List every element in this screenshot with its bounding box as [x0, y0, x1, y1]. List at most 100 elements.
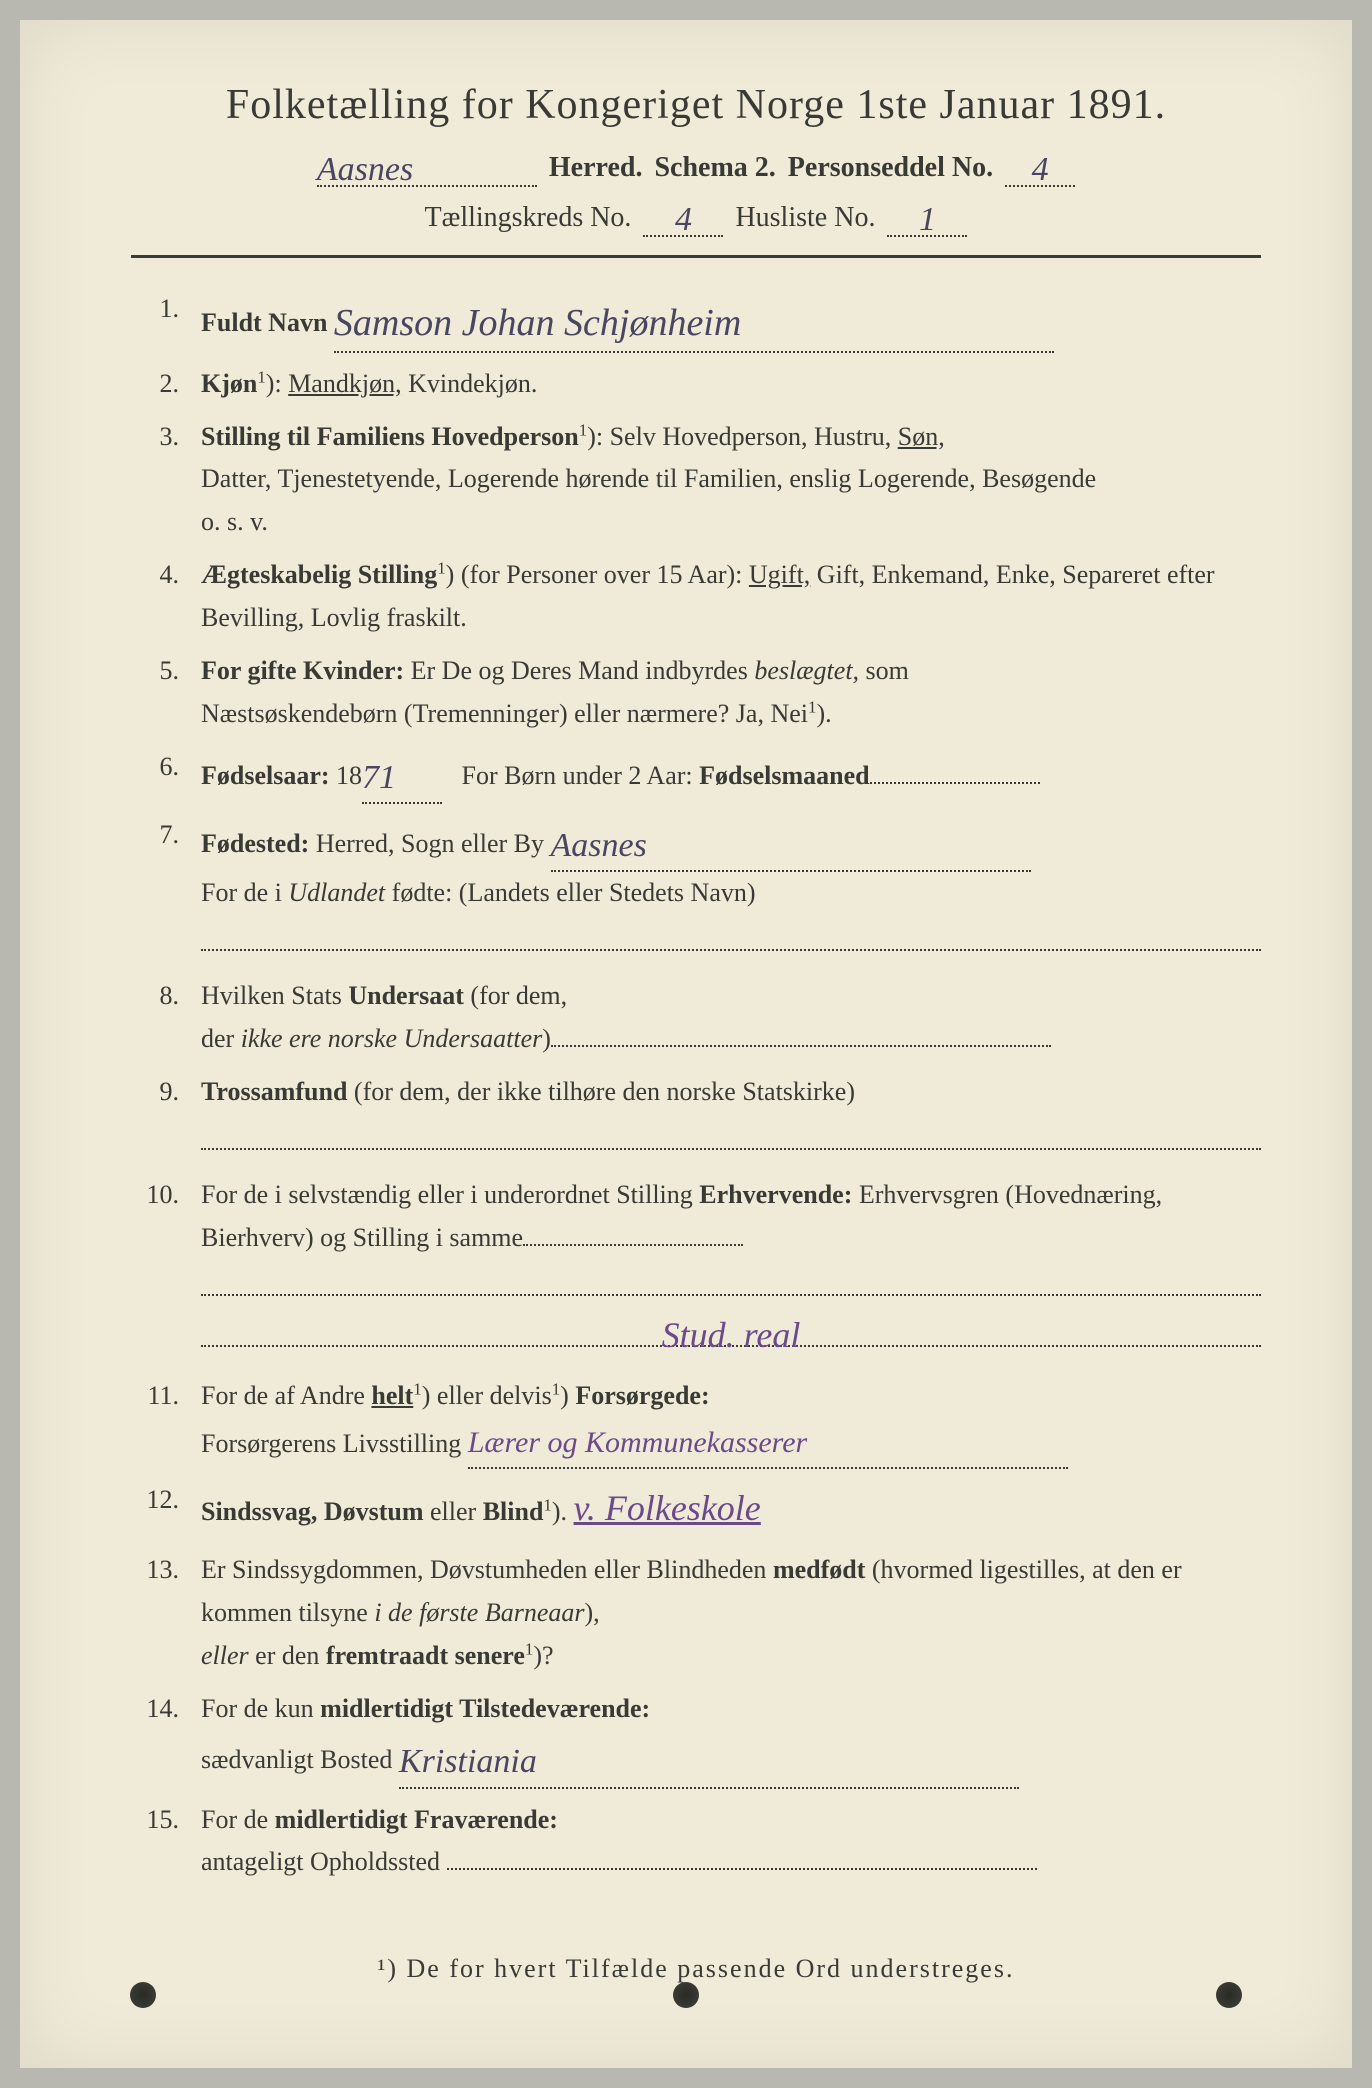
q10-value: Stud. real: [662, 1315, 801, 1355]
header-line-2: Tællingskreds No. 4 Husliste No. 1: [131, 197, 1261, 237]
q13-text3: ),: [584, 1598, 599, 1627]
q8-text2: (for dem,: [470, 981, 567, 1010]
q8-label: Undersaat: [348, 981, 464, 1010]
item-1: 1. Fuldt Navn Samson Johan Schjønheim: [131, 288, 1261, 353]
item-4-body: Ægteskabelig Stilling1) (for Personer ov…: [201, 554, 1261, 640]
form-title: Folketælling for Kongeriget Norge 1ste J…: [131, 81, 1261, 129]
footnote: ¹) De for hvert Tilfælde passende Ord un…: [131, 1954, 1261, 1984]
item-8: 8. Hvilken Stats Undersaat (for dem, der…: [131, 975, 1261, 1061]
census-form-page: Folketælling for Kongeriget Norge 1ste J…: [20, 20, 1352, 2068]
item-7-num: 7.: [131, 814, 201, 965]
item-13-num: 13.: [131, 1549, 201, 1678]
q11-label: Forsørgede:: [575, 1381, 709, 1410]
herred-field: Aasnes: [317, 147, 537, 187]
q7-text3: fødte: (Landets eller Stedets Navn): [392, 878, 756, 907]
item-15-body: For de midlertidigt Fraværende: antageli…: [201, 1799, 1261, 1885]
item-14: 14. For de kun midlertidigt Tilstedevære…: [131, 1688, 1261, 1789]
q5-text: Er De og Deres Mand indbyrdes: [411, 656, 748, 685]
q2-mandkjon: Mandkjøn,: [288, 369, 401, 398]
item-11-body: For de af Andre helt1) eller delvis1) Fo…: [201, 1375, 1261, 1469]
q11-helt: helt: [371, 1381, 413, 1410]
item-8-body: Hvilken Stats Undersaat (for dem, der ik…: [201, 975, 1261, 1061]
q1-value: Samson Johan Schjønheim: [334, 292, 741, 355]
header-divider: [131, 255, 1261, 258]
q8-text1: Hvilken Stats: [201, 981, 342, 1010]
q4-paren: (for Personer over 15 Aar):: [461, 560, 743, 589]
q12-label: Sindssvag, Døvstum: [201, 1497, 424, 1526]
item-9-body: Trossamfund (for dem, der ikke tilhøre d…: [201, 1071, 1261, 1164]
q12-value: v. Folkeskole: [574, 1488, 761, 1528]
q1-field: Samson Johan Schjønheim: [334, 288, 1054, 353]
item-9: 9. Trossamfund (for dem, der ikke tilhør…: [131, 1071, 1261, 1164]
q15-text: For de: [201, 1805, 268, 1834]
item-6-body: Fødselsaar: 1871 For Børn under 2 Aar: F…: [201, 746, 1261, 804]
punch-hole-right: [1216, 1982, 1242, 2008]
q3-label: Stilling til Familiens Hovedperson: [201, 422, 579, 451]
q8-field: [551, 1045, 1051, 1047]
q5-label: For gifte Kvinder:: [201, 656, 404, 685]
q9-text: (for dem, der ikke tilhøre den norske St…: [354, 1077, 855, 1106]
item-1-num: 1.: [131, 288, 201, 353]
item-6: 6. Fødselsaar: 1871 For Børn under 2 Aar…: [131, 746, 1261, 804]
item-15: 15. For de midlertidigt Fraværende: anta…: [131, 1799, 1261, 1885]
item-12-num: 12.: [131, 1479, 201, 1538]
item-15-num: 15.: [131, 1799, 201, 1885]
person-no-field: 4: [1005, 147, 1075, 187]
person-label: Personseddel No.: [788, 152, 993, 184]
item-10-body: For de i selvstændig eller i underordnet…: [201, 1174, 1261, 1365]
q14-value: Kristiania: [399, 1734, 537, 1790]
q10-blank-line1: [201, 1260, 1261, 1296]
q3-text3: o. s. v.: [201, 507, 268, 536]
item-5-body: For gifte Kvinder: Er De og Deres Mand i…: [201, 650, 1261, 736]
item-8-num: 8.: [131, 975, 201, 1061]
schema-label: Schema 2.: [654, 152, 775, 184]
item-2-num: 2.: [131, 363, 201, 406]
q13-text1: Er Sindssygdommen, Døvstumheden eller Bl…: [201, 1555, 766, 1584]
q7-label: Fødested:: [201, 829, 309, 858]
q2-label: Kjøn: [201, 369, 257, 398]
q12-label2: Blind: [483, 1497, 544, 1526]
q7-value: Aasnes: [551, 818, 647, 874]
q14-field: Kristiania: [399, 1730, 1019, 1788]
q10-label: Erhvervende:: [699, 1180, 852, 1209]
item-14-body: For de kun midlertidigt Tilstedeværende:…: [201, 1688, 1261, 1789]
punch-hole-left: [130, 1982, 156, 2008]
q13-ital: i de første Barneaar: [374, 1598, 584, 1627]
q6-label: Fødselsaar:: [201, 761, 330, 790]
q13-label2: fremtraadt senere: [326, 1641, 525, 1670]
q15-label: midlertidigt Fraværende:: [275, 1805, 558, 1834]
herred-label: Herred.: [549, 152, 643, 184]
q4-label: Ægteskabelig Stilling: [201, 560, 437, 589]
q7-ital: Udlandet: [288, 878, 385, 907]
item-3-body: Stilling til Familiens Hovedperson1): Se…: [201, 416, 1261, 545]
item-13: 13. Er Sindssygdommen, Døvstumheden elle…: [131, 1549, 1261, 1678]
q4-ugift: Ugift,: [749, 560, 810, 589]
husliste-no-field: 1: [887, 197, 967, 237]
q3-son: Søn,: [898, 422, 945, 451]
q13-text4: er den: [255, 1641, 319, 1670]
q2-kvindekjon: Kvindekjøn.: [408, 369, 537, 398]
q5-ital: beslægtet,: [754, 656, 859, 685]
item-7-body: Fødested: Herred, Sogn eller By Aasnes F…: [201, 814, 1261, 965]
q15-field: [447, 1868, 1037, 1870]
q14-text2: sædvanligt Bosted: [201, 1745, 392, 1774]
item-12: 12. Sindssvag, Døvstum eller Blind1). v.…: [131, 1479, 1261, 1538]
q5-text2: som: [866, 656, 909, 685]
item-5-num: 5.: [131, 650, 201, 736]
punch-hole-center: [673, 1982, 699, 2008]
person-no: 4: [1032, 151, 1049, 189]
q6-year: 71: [362, 750, 396, 806]
item-2-body: Kjøn1): Mandkjøn, Kvindekjøn.: [201, 363, 1261, 406]
item-3: 3. Stilling til Familiens Hovedperson1):…: [131, 416, 1261, 545]
q1-label: Fuldt Navn: [201, 308, 327, 337]
herred-value: Aasnes: [317, 151, 413, 189]
q12-text: eller: [430, 1497, 476, 1526]
item-7: 7. Fødested: Herred, Sogn eller By Aasne…: [131, 814, 1261, 965]
q9-blank-line: [201, 1114, 1261, 1150]
q14-text: For de kun: [201, 1694, 314, 1723]
item-4: 4. Ægteskabelig Stilling1) (for Personer…: [131, 554, 1261, 640]
q8-ital: ikke ere norske Undersaatter: [241, 1024, 543, 1053]
item-10: 10. For de i selvstændig eller i underor…: [131, 1174, 1261, 1365]
item-6-num: 6.: [131, 746, 201, 804]
q11-text3: Forsørgerens Livsstilling: [201, 1429, 461, 1458]
